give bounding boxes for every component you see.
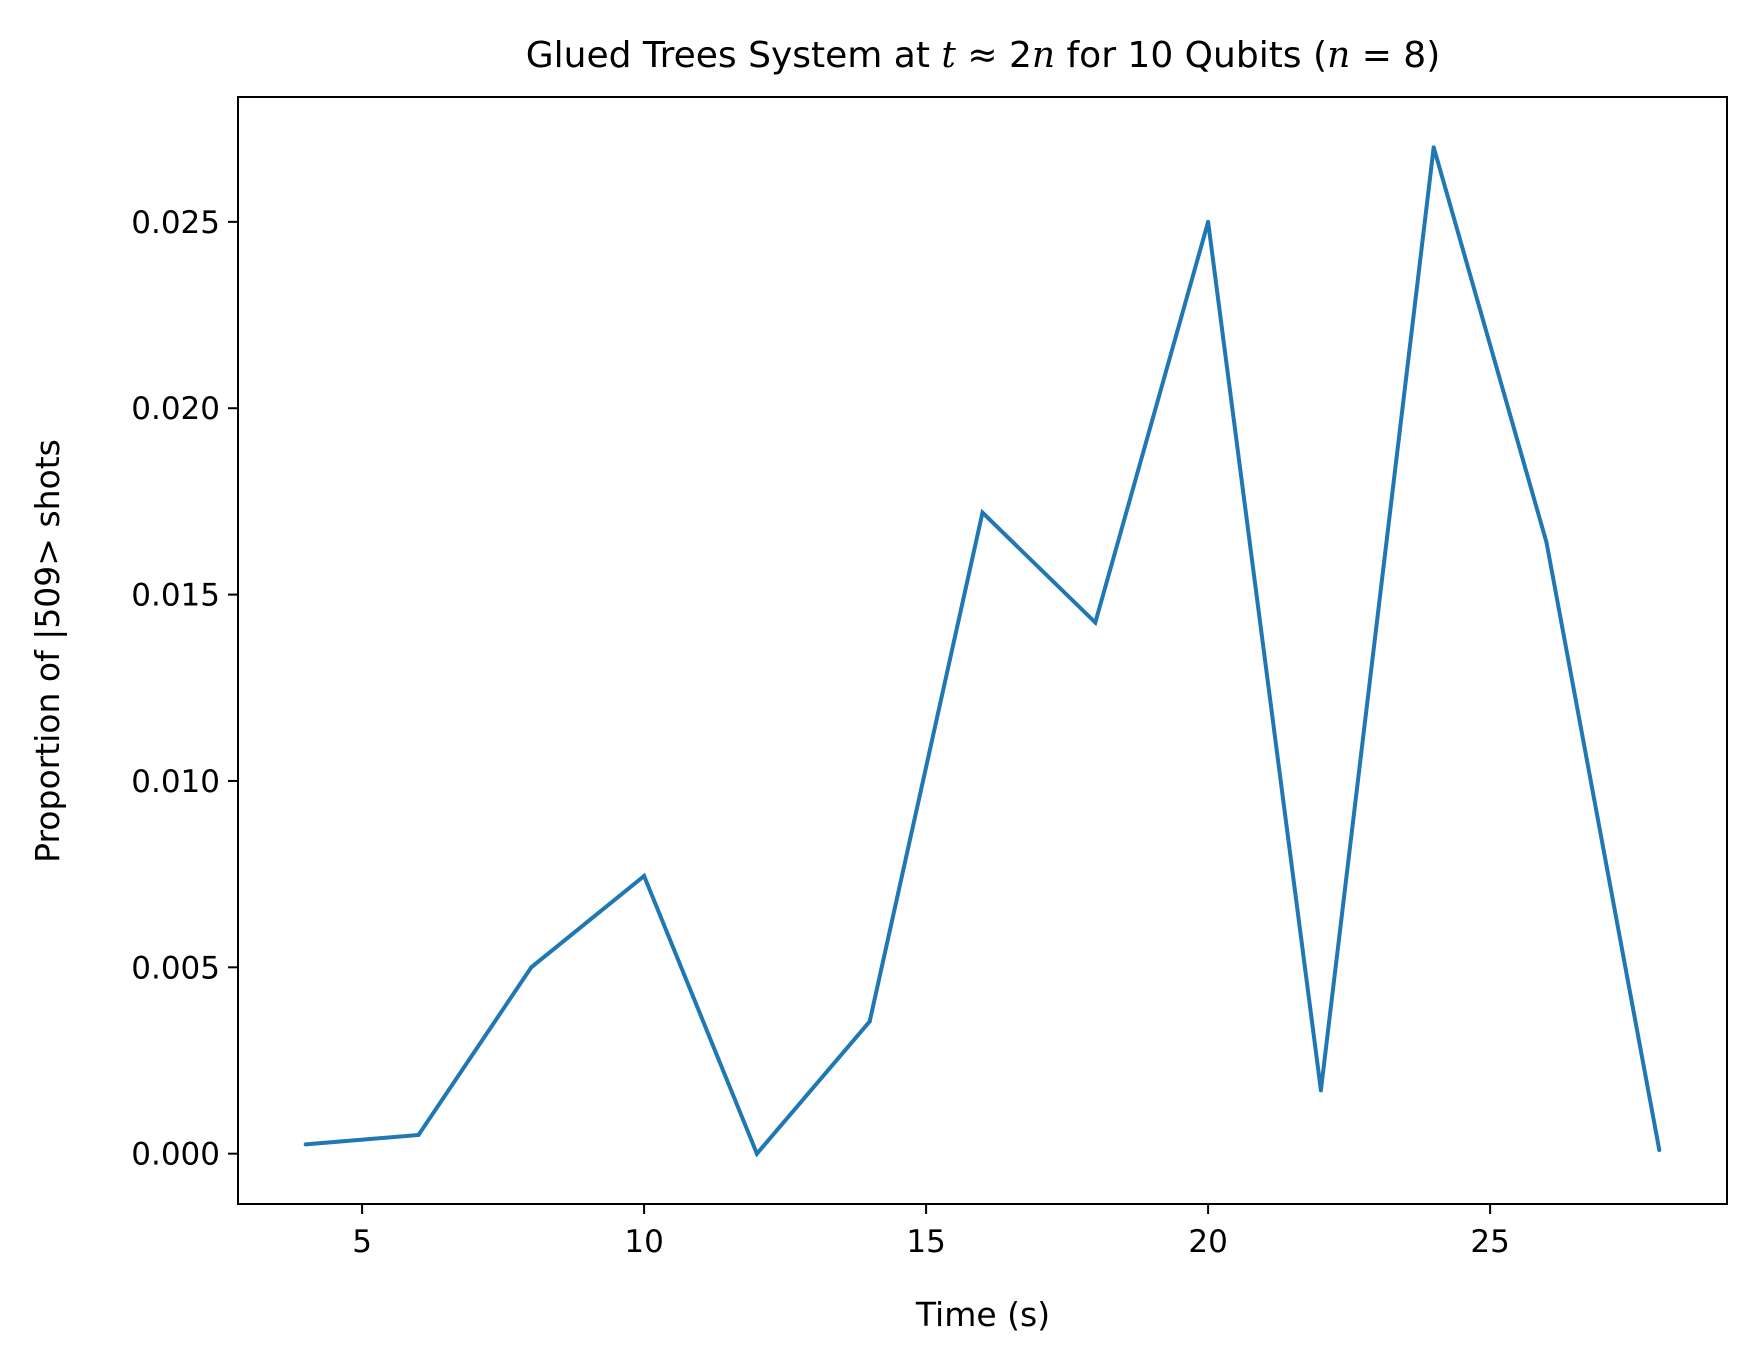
data-point <box>1318 1088 1323 1093</box>
chart-title-n: n <box>1032 35 1055 76</box>
data-point <box>1431 145 1436 150</box>
x-axis-label: Time (s) <box>915 1295 1050 1334</box>
x-tick-label: 20 <box>1188 1224 1227 1260</box>
data-point <box>1093 620 1098 625</box>
data-point <box>980 510 985 515</box>
plot-area <box>303 145 1662 1158</box>
x-tick-label: 10 <box>624 1224 663 1260</box>
y-tick-label: 0.005 <box>131 950 220 986</box>
chart-title-prefix: Glued Trees System at <box>526 35 942 76</box>
chart-title-approx: ≈ 2 <box>956 35 1032 76</box>
x-axis: 5 10 15 20 25 <box>352 1204 1510 1260</box>
y-tick-label: 0.010 <box>131 764 220 800</box>
data-point <box>754 1151 759 1156</box>
data-point <box>1657 1147 1662 1152</box>
data-point <box>1206 219 1211 224</box>
y-tick-label: 0.015 <box>131 578 220 614</box>
y-tick-label: 0.025 <box>131 205 220 241</box>
chart-title-n2: n <box>1327 35 1350 76</box>
data-point <box>867 1019 872 1024</box>
chart-title: Glued Trees System at t ≈ 2n for 10 Qubi… <box>526 35 1441 76</box>
x-tick-label: 15 <box>906 1224 945 1260</box>
y-axis: 0.000 0.005 0.010 0.015 0.020 0.025 <box>131 205 238 1173</box>
data-point <box>642 874 647 878</box>
y-tick-label: 0.000 <box>131 1137 220 1173</box>
x-tick-label: 25 <box>1470 1224 1509 1260</box>
chart-title-t: t <box>941 35 956 76</box>
data-point <box>529 965 534 970</box>
x-tick-label: 5 <box>352 1224 372 1260</box>
data-point <box>1544 540 1549 545</box>
data-point <box>303 1142 308 1147</box>
y-tick-label: 0.020 <box>131 391 220 427</box>
chart-title-middle: for 10 Qubits ( <box>1055 35 1327 76</box>
data-point <box>416 1133 421 1138</box>
chart-title-suffix: = 8) <box>1350 35 1440 76</box>
y-axis-label: Proportion of |509> shots <box>28 439 67 863</box>
series-line <box>305 146 1662 1158</box>
plot-frame <box>237 96 1728 1205</box>
